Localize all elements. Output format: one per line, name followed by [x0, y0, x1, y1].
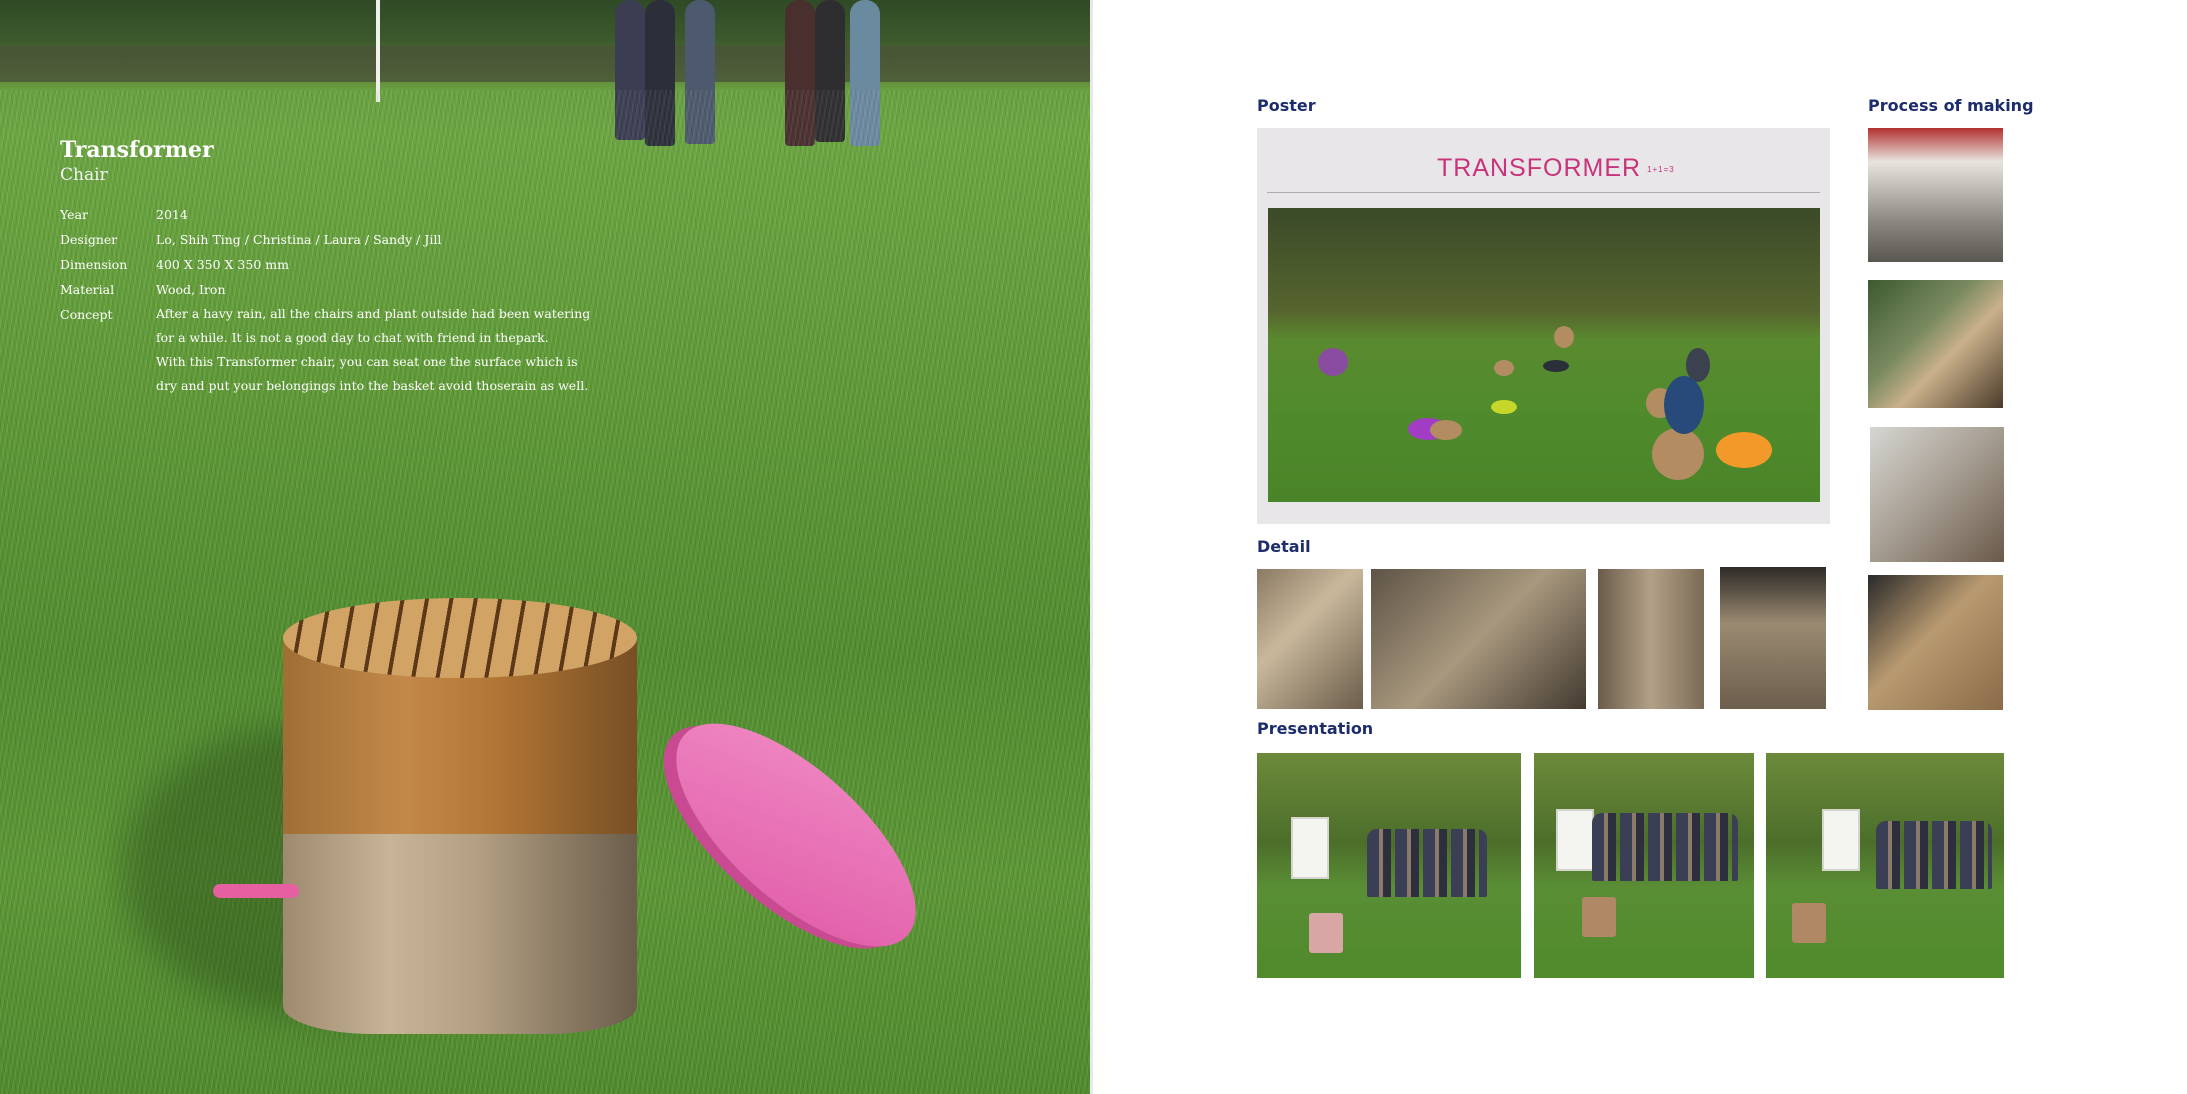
concept-line: dry and put your belongings into the bas… — [156, 378, 589, 393]
spec-value: Lo, Shih Ting / Christina / Laura / Sand… — [156, 232, 442, 247]
spec-row-dimension: Dimension 400 X 350 X 350 mm — [60, 252, 600, 277]
poster-cushion — [1318, 348, 1348, 376]
stump-peg — [213, 884, 299, 898]
presentation-board — [1556, 809, 1594, 871]
background-person — [615, 0, 645, 140]
presentation-group — [1592, 813, 1738, 881]
process-image-1 — [1868, 128, 2003, 262]
presentation-stump — [1582, 897, 1616, 937]
background-person — [850, 0, 880, 146]
presentation-image-1 — [1257, 753, 1521, 978]
background-fence — [0, 46, 1090, 82]
detail-image-2 — [1371, 569, 1586, 709]
page-divider — [1090, 0, 1093, 1094]
poster-stump — [1494, 360, 1514, 376]
presentation-stump — [1309, 913, 1343, 953]
spec-value: Wood, Iron — [156, 282, 226, 297]
presentation-image-2 — [1534, 753, 1754, 978]
hero-photo: Transformer Chair Year 2014 Designer Lo,… — [0, 0, 1090, 1094]
poster-image: TRANSFORMER 1+1=3 — [1257, 128, 1830, 524]
stump-chair — [213, 598, 637, 1034]
poster-person-seated — [1664, 376, 1704, 434]
poster-person — [1686, 348, 1710, 382]
process-heading: Process of making — [1868, 96, 2034, 115]
project-info: Transformer Chair Year 2014 Designer Lo,… — [60, 136, 600, 398]
poster-subtitle: 1+1=3 — [1647, 164, 1675, 174]
detail-image-4 — [1720, 567, 1826, 709]
presentation-board — [1822, 809, 1860, 871]
process-image-2 — [1868, 280, 2003, 408]
spec-row-material: Material Wood, Iron — [60, 277, 600, 302]
presentation-heading: Presentation — [1257, 719, 1374, 738]
flag-pole — [376, 0, 380, 102]
spec-label: Concept — [60, 307, 113, 322]
project-title: Transformer — [60, 137, 214, 163]
concept-line: With this Transformer chair, you can sea… — [156, 354, 578, 369]
spec-value: 400 X 350 X 350 mm — [156, 257, 289, 272]
concept-text: After a havy rain, all the chairs and pl… — [156, 302, 600, 398]
poster-title-text: TRANSFORMER — [1437, 154, 1642, 182]
presentation-group — [1876, 821, 1992, 889]
poster-heading: Poster — [1257, 96, 1316, 115]
spec-label: Material — [60, 282, 115, 297]
poster-stump — [1430, 420, 1462, 440]
spec-label: Dimension — [60, 257, 128, 272]
poster-person — [1543, 360, 1569, 372]
presentation-stump — [1792, 903, 1826, 943]
presentation-group — [1367, 829, 1487, 897]
background-person — [645, 0, 675, 146]
background-person — [785, 0, 815, 146]
detail-image-3 — [1598, 569, 1704, 709]
detail-heading: Detail — [1257, 537, 1311, 556]
background-person — [815, 0, 845, 142]
presentation-image-3 — [1766, 753, 2004, 978]
concept-line: After a havy rain, all the chairs and pl… — [156, 306, 591, 321]
project-subtitle: Chair — [60, 165, 108, 185]
poster-photo — [1268, 208, 1820, 502]
detail-image-1 — [1257, 569, 1363, 709]
stump-top-grooves — [283, 598, 637, 678]
poster-rule — [1267, 192, 1820, 193]
spec-value: 2014 — [156, 207, 188, 222]
poster-cushion — [1716, 432, 1772, 468]
poster-stump — [1554, 326, 1574, 348]
poster-stump — [1652, 428, 1704, 480]
spec-row-concept: Concept After a havy rain, all the chair… — [60, 302, 600, 398]
concept-line: for a while. It is not a good day to cha… — [156, 330, 549, 345]
spec-label: Year — [60, 207, 88, 222]
background-person — [685, 0, 715, 144]
process-image-4 — [1868, 575, 2003, 710]
poster-cushion — [1491, 400, 1517, 414]
spec-row-designer: Designer Lo, Shih Ting / Christina / Lau… — [60, 227, 600, 252]
spec-row-year: Year 2014 — [60, 202, 600, 227]
spec-table: Year 2014 Designer Lo, Shih Ting / Chris… — [60, 202, 600, 398]
spec-label: Designer — [60, 232, 118, 247]
presentation-board — [1291, 817, 1329, 879]
process-image-3 — [1870, 427, 2004, 562]
poster-title: TRANSFORMER 1+1=3 — [1437, 154, 1675, 183]
